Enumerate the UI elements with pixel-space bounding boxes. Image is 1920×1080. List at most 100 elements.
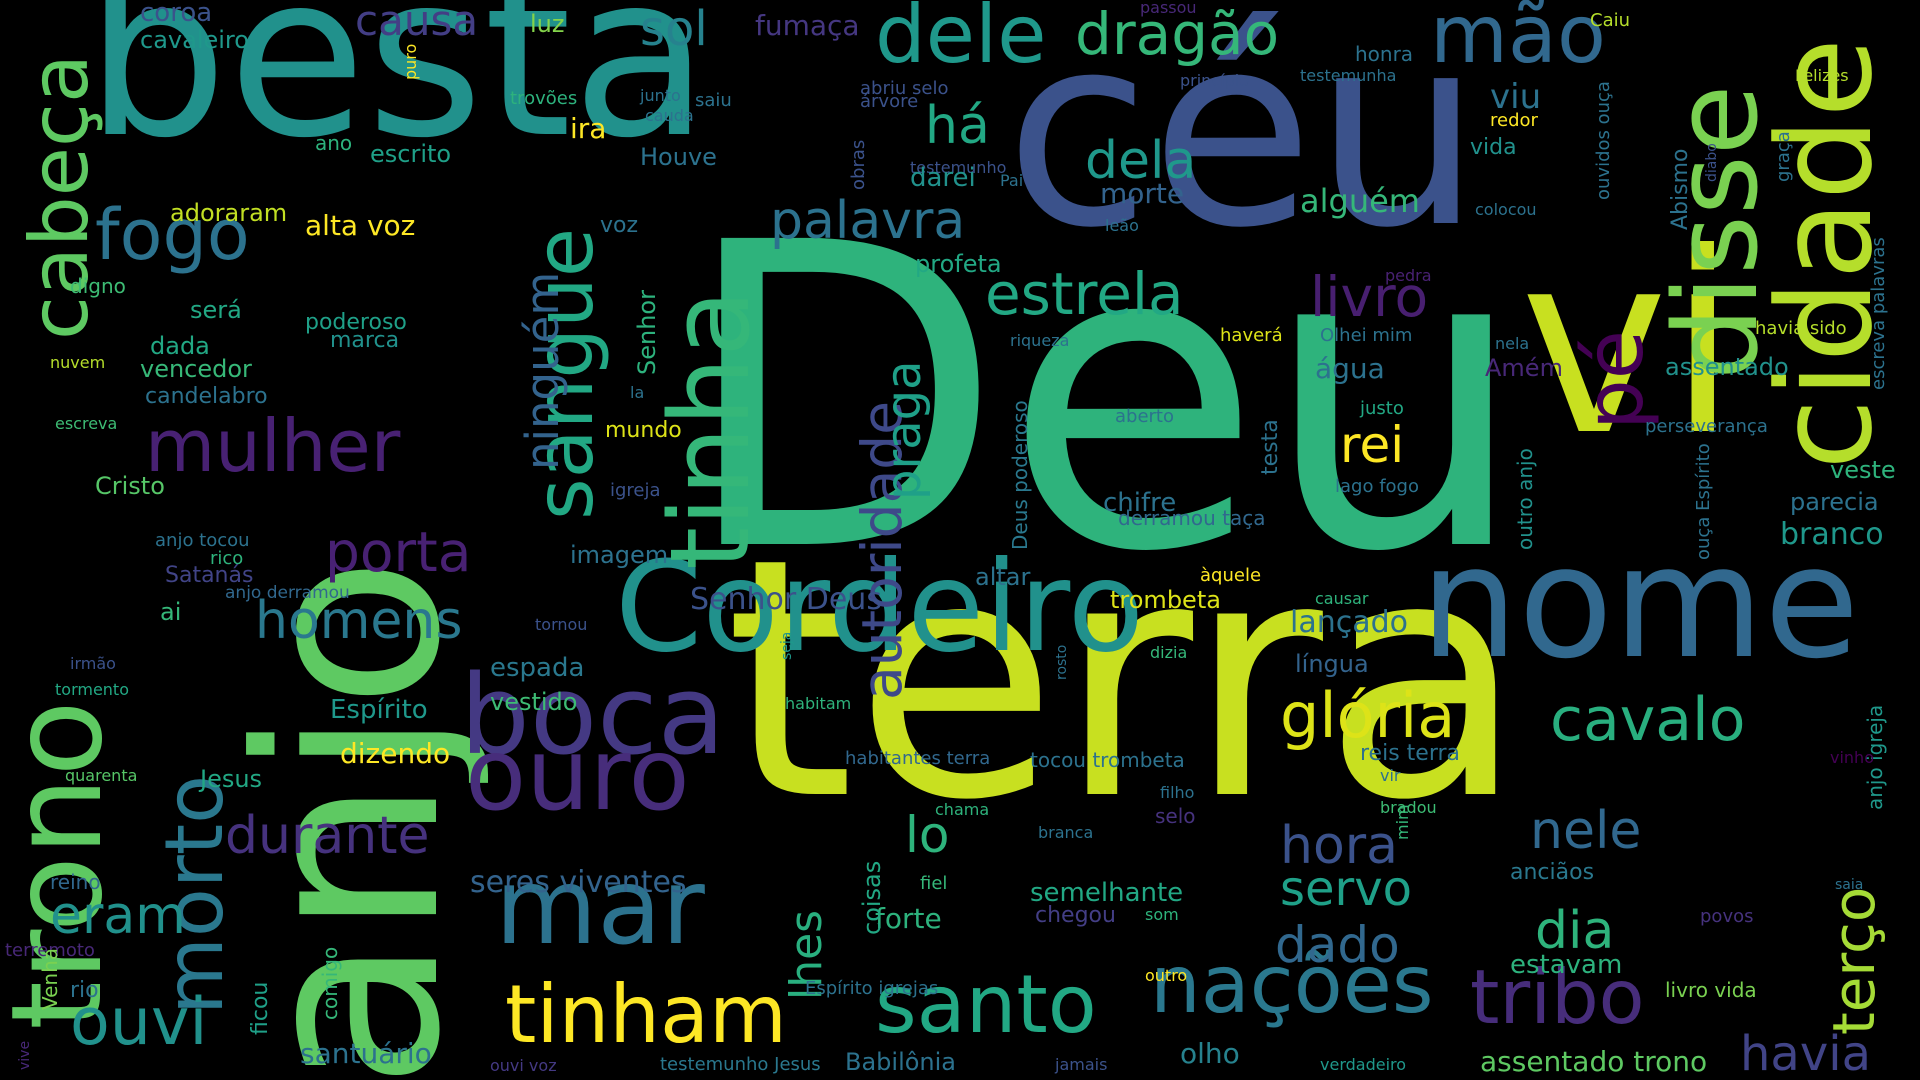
cloud-word-ficou: ficou [248,981,273,1035]
cloud-word-redor: redor [1490,110,1538,131]
cloud-word-escreva-palavras: escreva palavras [1868,237,1889,390]
cloud-word-rio: rio [70,978,99,1003]
cloud-word-cordeiro: Cordeiro [615,535,1145,680]
cloud-word-igreja: igreja [610,480,661,501]
cloud-word-ira: ira [570,112,607,145]
cloud-word-felizes: Felizes [1795,66,1849,85]
cloud-word-candelabro: candelabro [145,384,268,409]
cloud-word-vencedor: vencedor [140,355,252,383]
cloud-word-colocou: colocou [1475,200,1537,219]
cloud-word-nome: nome [1420,512,1860,693]
cloud-word-causa: causa [355,0,479,45]
cloud-word-testa: testa [1258,419,1283,475]
cloud-word-ouvidos-ouca: ouvidos ouça [1593,81,1614,200]
cloud-word-coisas: coisas [858,860,886,935]
cloud-word-terra: terra [725,488,1526,872]
cloud-word-homens: homens [255,591,463,651]
cloud-word-vive: vive [17,1040,33,1070]
cloud-word-riqueza: riqueza [1010,331,1070,350]
cloud-word-nacoes: nações [1150,938,1434,1031]
cloud-word-tornou: tornou [535,615,588,634]
cloud-word-veste: veste [1830,456,1896,484]
cloud-word-irmao: irmão [70,654,116,673]
cloud-word-pai: Pai [1000,171,1024,190]
cloud-word-comigo: comigo [318,946,342,1020]
cloud-word-anjo-derramou: anjo derramou [225,583,350,603]
cloud-word-causar: causar [1315,589,1369,608]
cloud-word-testemunha: testemunha [1300,66,1397,85]
cloud-word-semelhante: semelhante [1030,878,1184,908]
cloud-word-dragao: dragão [1075,0,1280,68]
cloud-word-trovoes: trovões [510,88,578,109]
cloud-word-dada: dada [150,332,210,360]
cloud-word-chegou: chegou [1035,903,1116,928]
cloud-word-havia-sido: havia sido [1755,318,1847,339]
cloud-word-luz: luz [530,10,565,38]
cloud-word-trombeta: trombeta [1110,586,1221,614]
cloud-word-chifre: chifre [1103,488,1177,518]
cloud-word-babilonia: Babilônia [845,1048,957,1076]
cloud-word-testemunho: testemunho [910,158,1007,177]
cloud-word-pe: pé [1568,330,1661,430]
cloud-word-leao: leão [1105,216,1139,235]
cloud-word-branco: branco [1780,517,1884,552]
cloud-word-nele: nele [1530,801,1642,861]
cloud-word-amem: Amém [1485,354,1563,382]
cloud-word-lago-fogo: lago fogo [1335,476,1419,497]
cloud-word-fumaca: fumaça [755,9,860,42]
cloud-word-bradou: bradou [1380,798,1437,817]
cloud-word-digno: digno [70,274,126,298]
cloud-word-assentado-trono: assentado trono [1480,1045,1708,1078]
cloud-word-tribo: tribo [1470,953,1645,1041]
cloud-word-perseveranca: perseverança [1645,416,1768,437]
cloud-word-dizia: dizia [1150,643,1188,662]
cloud-word-ouro: ouro [465,716,690,833]
cloud-word-cavaleiro: cavaleiro [140,26,249,54]
cloud-word-mar: mar [495,846,705,968]
cloud-word-forte: forte [875,902,942,935]
cloud-word-ouvi-voz: ouvi voz [490,1056,557,1075]
cloud-word-escreva: escreva [55,414,118,433]
cloud-word-outro: outro [1145,966,1188,985]
cloud-word-vida: vida [1470,135,1517,160]
cloud-word-povos: povos [1700,906,1754,927]
cloud-word-tormento: tormento [55,680,129,699]
cloud-word-ha: há [925,96,990,156]
cloud-word-lingua: língua [1295,650,1369,678]
cloud-word-santuario: santuário [300,1037,432,1070]
cloud-word-seja: seja [779,631,795,660]
cloud-word-imagem: imagem [570,541,669,569]
cloud-word-diabo: diabo [1704,143,1720,182]
cloud-word-selo: selo [1155,804,1196,828]
cloud-word-aberto: aberto [1115,406,1175,427]
cloud-word-mao: mão [1430,0,1606,81]
cloud-word-anjo-tocou: anjo tocou [155,530,250,551]
cloud-word-besta: besta [85,0,710,188]
cloud-word-terremoto: terremoto [5,940,95,961]
cloud-word-hora: hora [1280,816,1399,876]
cloud-word-abriu-selo: abriu selo [860,78,949,99]
cloud-word-branca: branca [1038,823,1094,842]
cloud-word-aquele: àquele [1200,565,1262,586]
cloud-word-adoraram: adoraram [170,199,288,227]
cloud-word-chama: chama [935,800,990,819]
cloud-word-reino: reino [50,870,101,894]
cloud-word-coroa: coroa [140,0,213,28]
cloud-word-olhei-mim: Olhei mim [1320,325,1413,346]
cloud-word-abismo: Abismo [1668,148,1693,230]
cloud-word-estavam: estavam [1510,950,1623,980]
cloud-word-livro-vida: livro vida [1665,978,1757,1002]
cloud-word-passou: passou [1140,0,1197,17]
cloud-word-dia: dia [1535,901,1615,961]
cloud-word-havera: haverá [1220,325,1283,346]
cloud-word-reis-terra: reis terra [1360,741,1461,766]
cloud-word-assentado: assentado [1665,353,1789,381]
cloud-word-mundo: mundo [605,418,682,443]
cloud-word-deus-poderoso: Deus poderoso [1008,400,1032,550]
cloud-word-testemunho-jesus: testemunho Jesus [660,1054,821,1075]
cloud-word-lancado: lançado [1290,605,1409,640]
cloud-word-ouca-espirito: ouça Espírito [1693,443,1714,560]
cloud-word-principio: princípio [1180,71,1249,90]
cloud-word-profeta: profeta [915,250,1002,278]
cloud-word-tinham: tinham [505,968,787,1061]
